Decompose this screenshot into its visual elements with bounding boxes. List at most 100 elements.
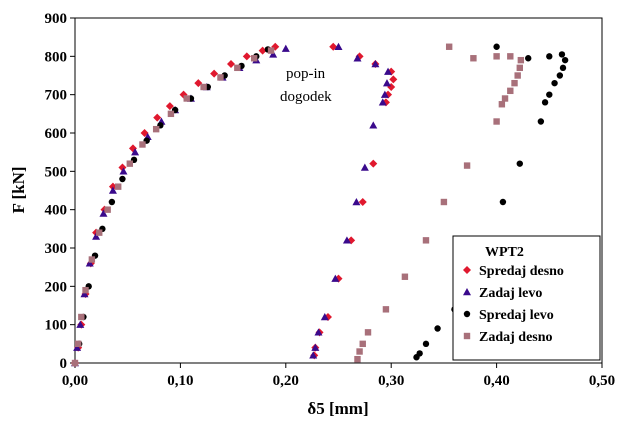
data-point-square bbox=[139, 141, 146, 148]
y-tick-label: 500 bbox=[45, 164, 68, 180]
data-point-triangle bbox=[352, 198, 361, 206]
legend-items: Spredaj desno Zadaj levo Spredaj levo Zadaj… bbox=[463, 264, 564, 345]
data-point-square bbox=[356, 348, 363, 355]
data-point-circle bbox=[559, 64, 567, 72]
x-tick-label: 0,20 bbox=[273, 373, 299, 389]
data-point-triangle bbox=[380, 90, 389, 98]
annotation-line-1: pop-in bbox=[286, 66, 326, 82]
legend: WPT2 Spredaj desno Zadaj levo Spredaj levo… bbox=[452, 235, 601, 361]
data-point-circle bbox=[516, 160, 523, 167]
data-point-circle bbox=[108, 198, 116, 206]
data-point-diamond bbox=[358, 198, 367, 206]
data-point-triangle bbox=[320, 313, 329, 321]
data-point-triangle bbox=[92, 232, 101, 240]
legend-label: Zadaj levo bbox=[479, 286, 542, 301]
data-point-circle bbox=[546, 53, 553, 60]
data-point-square bbox=[78, 313, 85, 321]
data-point-square bbox=[354, 355, 361, 363]
data-point-triangle bbox=[371, 60, 380, 68]
data-point-square bbox=[183, 95, 190, 102]
data-point-circle bbox=[493, 43, 500, 50]
legend-label: Zadaj desno bbox=[479, 330, 553, 345]
y-tick-label: 300 bbox=[45, 241, 68, 257]
data-point-square bbox=[82, 286, 89, 294]
data-point-square bbox=[74, 340, 82, 348]
data-point-square bbox=[501, 95, 509, 102]
data-point-diamond bbox=[194, 79, 203, 88]
data-point-square bbox=[152, 125, 160, 133]
y-axis-title: F [kN] bbox=[9, 166, 28, 213]
data-point-square bbox=[507, 53, 514, 60]
data-point-circle bbox=[434, 325, 441, 332]
x-tick-label: 0,40 bbox=[483, 373, 509, 389]
data-point-square bbox=[200, 83, 207, 91]
data-point-triangle bbox=[99, 209, 108, 217]
data-point-square bbox=[514, 72, 521, 79]
data-point-triangle bbox=[353, 54, 362, 62]
legend-title: WPT2 bbox=[485, 245, 524, 260]
data-point-triangle bbox=[119, 167, 128, 175]
data-point-circle bbox=[119, 175, 126, 183]
data-point-square bbox=[517, 56, 525, 64]
data-point-square bbox=[167, 110, 175, 118]
data-point-circle bbox=[499, 198, 507, 206]
data-point-square bbox=[382, 306, 390, 313]
x-tick-label: 0,00 bbox=[62, 373, 88, 389]
data-point-triangle bbox=[309, 351, 318, 359]
data-point-square bbox=[267, 47, 275, 54]
data-point-circle bbox=[561, 56, 569, 64]
data-point-diamond bbox=[258, 46, 267, 55]
data-point-circle bbox=[537, 118, 545, 125]
data-point-triangle bbox=[378, 98, 387, 106]
data-point-circle bbox=[413, 354, 420, 361]
annotation-line-2: dogodek bbox=[280, 89, 332, 105]
data-point-square bbox=[440, 198, 448, 206]
y-tick-label: 200 bbox=[45, 279, 68, 295]
y-tick-label: 600 bbox=[45, 126, 68, 142]
data-point-square bbox=[96, 229, 103, 236]
x-tick-label: 0,50 bbox=[589, 373, 615, 389]
data-point-triangle bbox=[382, 79, 391, 87]
data-point-triangle bbox=[311, 343, 320, 351]
data-point-circle bbox=[541, 99, 549, 106]
legend-marker-diamond bbox=[463, 266, 471, 274]
data-point-square bbox=[126, 160, 134, 167]
data-point-diamond bbox=[210, 69, 219, 78]
data-point-square bbox=[493, 53, 500, 60]
data-point-circle bbox=[551, 79, 558, 87]
data-point-square bbox=[234, 64, 241, 72]
data-point-square bbox=[364, 329, 372, 336]
data-point-square bbox=[422, 237, 430, 244]
data-point-square bbox=[71, 359, 79, 367]
legend-marker-triangle bbox=[463, 288, 471, 296]
x-tick-label: 0,30 bbox=[378, 373, 404, 389]
data-point-square bbox=[470, 55, 477, 62]
data-point-triangle bbox=[80, 290, 89, 298]
y-tick-label: 900 bbox=[45, 11, 68, 27]
y-tick-label: 0 bbox=[60, 356, 68, 372]
legend-label: Spredaj levo bbox=[479, 308, 554, 323]
data-point-triangle bbox=[85, 259, 94, 267]
x-tick-label: 0,10 bbox=[167, 373, 193, 389]
data-point-diamond bbox=[242, 52, 251, 61]
data-point-diamond bbox=[153, 113, 162, 122]
data-point-triangle bbox=[131, 148, 140, 156]
legend-box bbox=[452, 235, 601, 361]
data-point-square bbox=[104, 206, 111, 213]
data-point-square bbox=[511, 79, 518, 87]
y-tick-label: 400 bbox=[45, 203, 68, 219]
data-point-circle bbox=[556, 72, 564, 79]
data-point-square bbox=[507, 87, 514, 95]
data-point-diamond bbox=[165, 102, 174, 111]
data-point-square bbox=[88, 256, 96, 263]
y-tick-label: 700 bbox=[45, 88, 68, 104]
data-point-circle bbox=[558, 51, 566, 58]
data-point-triangle bbox=[73, 343, 82, 351]
data-point-triangle bbox=[269, 50, 278, 58]
data-points bbox=[71, 42, 569, 367]
data-point-triangle bbox=[76, 320, 85, 328]
data-point-diamond bbox=[389, 75, 398, 84]
x-axis-title: δ5 [mm] bbox=[307, 399, 368, 418]
data-point-circle bbox=[525, 55, 532, 62]
